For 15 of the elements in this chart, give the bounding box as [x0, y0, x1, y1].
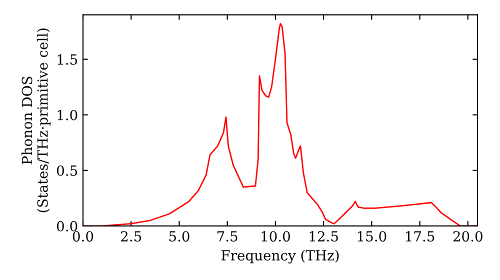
y-tick-label: 1.0: [58, 110, 78, 120]
x-tick-label: 15.0: [358, 231, 386, 242]
x-tick-label: 20.0: [453, 231, 482, 242]
y-axis-title: Phonon DOS (States/THz·primitive cell): [22, 28, 50, 212]
x-tick-label: 10.0: [262, 231, 290, 242]
x-tick-label: 12.5: [310, 231, 338, 242]
y-tick-label: 1.5: [58, 54, 78, 65]
x-tick-label: 7.5: [217, 231, 238, 242]
y-tick-label: 0.0: [56, 220, 78, 232]
x-tick-label: 0.0: [72, 231, 94, 242]
x-tick-label: 5.0: [169, 231, 190, 242]
x-axis-title: Frequency (THz): [221, 250, 339, 264]
x-tick-label: 2.5: [121, 231, 142, 242]
x-tick-label: 17.5: [406, 231, 434, 242]
y-tick-label: 0.5: [56, 165, 78, 176]
